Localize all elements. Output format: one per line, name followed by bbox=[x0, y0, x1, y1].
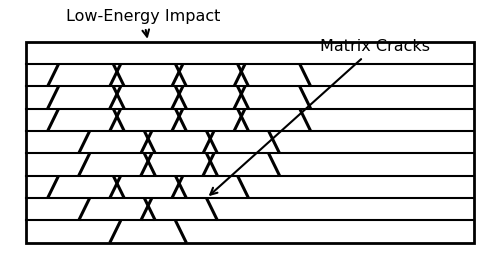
Bar bbox=[26, 42, 474, 243]
Text: Low-Energy Impact: Low-Energy Impact bbox=[66, 9, 220, 37]
Text: Matrix Cracks: Matrix Cracks bbox=[210, 40, 430, 195]
